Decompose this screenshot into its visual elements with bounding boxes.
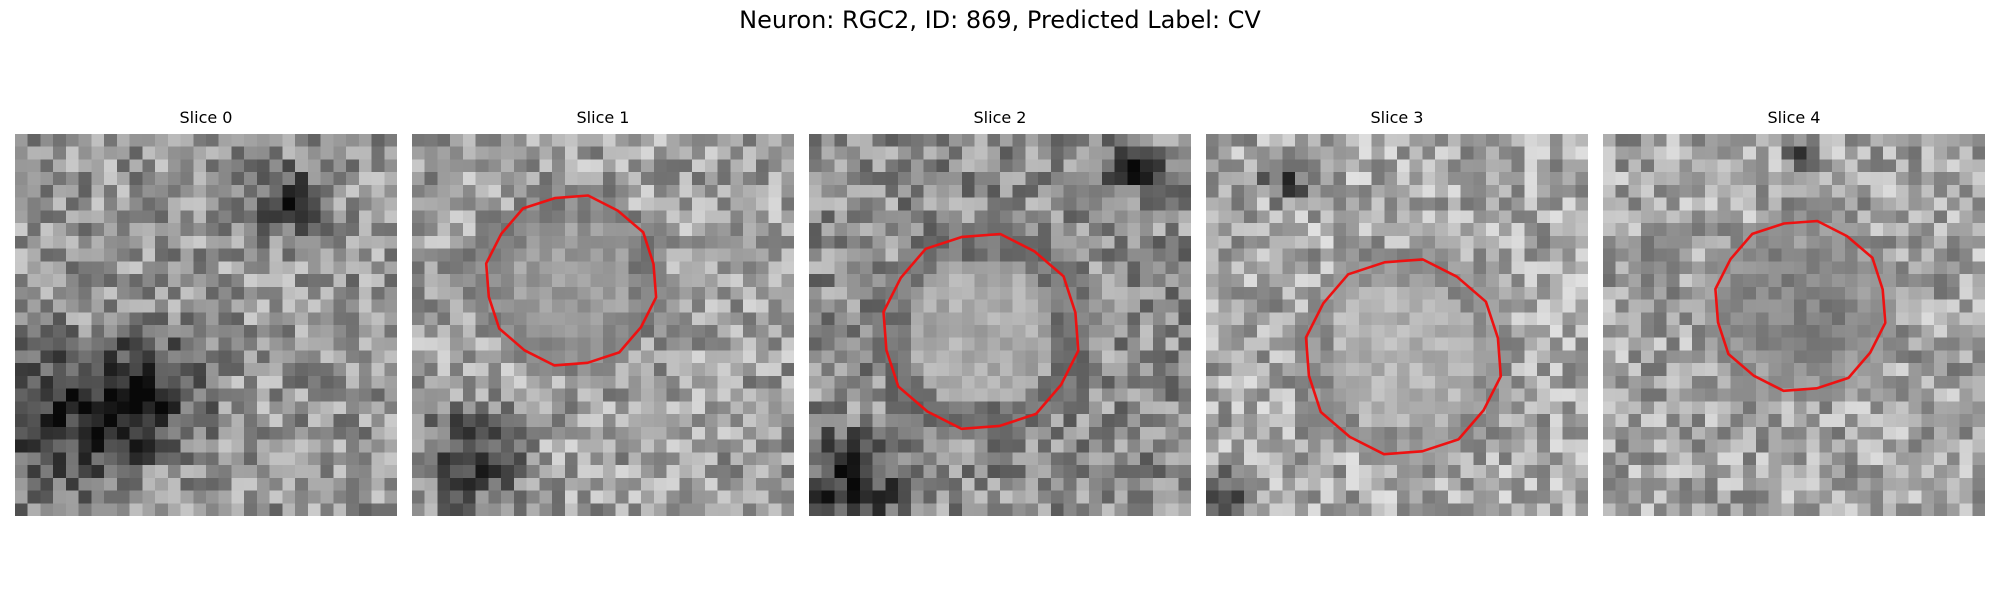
pixel-grid <box>15 134 397 516</box>
slice-image <box>1206 134 1588 516</box>
slice-image <box>1603 134 1985 516</box>
roi-outline <box>882 232 1080 431</box>
slice-image <box>412 134 794 516</box>
roi-outline <box>484 194 658 367</box>
slice-title: Slice 4 <box>1767 108 1821 127</box>
slice-title: Slice 1 <box>576 108 630 127</box>
figure-title: Neuron: RGC2, ID: 869, Predicted Label: … <box>739 6 1261 34</box>
pixel-grid <box>412 134 794 516</box>
pixel-grid <box>809 134 1191 516</box>
roi-outline <box>1304 258 1503 456</box>
slice-title: Slice 0 <box>179 108 233 127</box>
pixel-grid <box>1206 134 1588 516</box>
roi-outline <box>1714 219 1887 393</box>
slice-image <box>15 134 397 516</box>
slice-title: Slice 2 <box>973 108 1027 127</box>
slice-title: Slice 3 <box>1370 108 1424 127</box>
slice-image <box>809 134 1191 516</box>
pixel-grid <box>1603 134 1985 516</box>
